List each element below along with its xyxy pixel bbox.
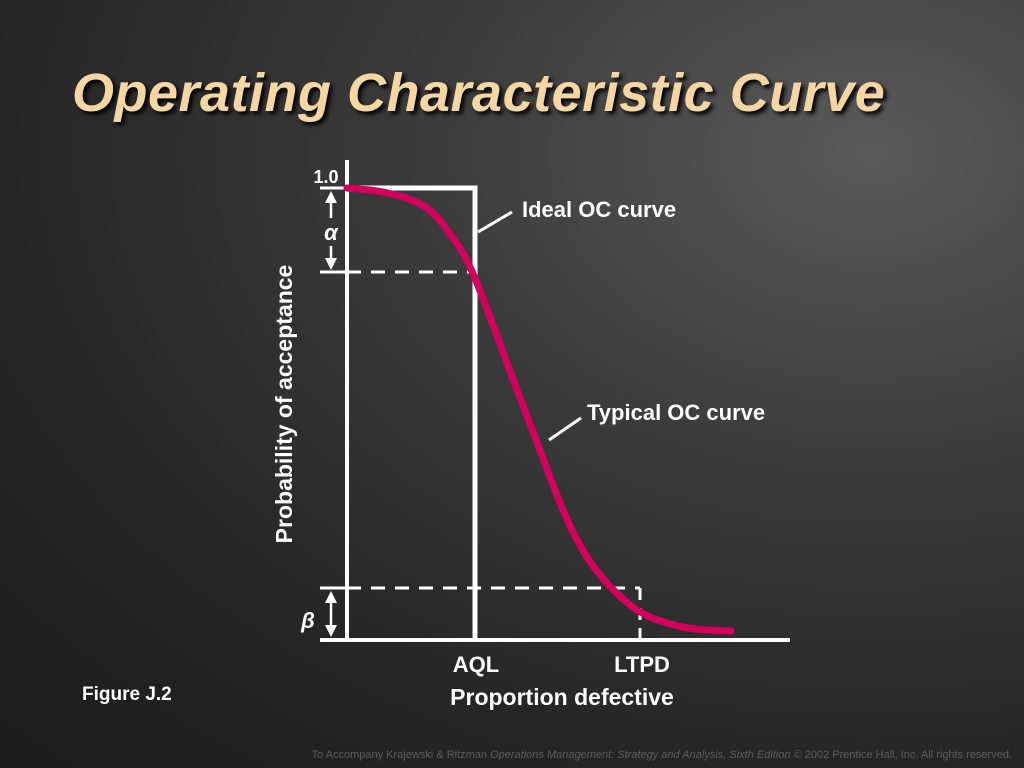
- typical-oc-curve-label: Typical OC curve: [587, 400, 765, 425]
- ideal-oc-curve-label: Ideal OC curve: [522, 197, 676, 222]
- x-axis-label: Proportion defective: [450, 684, 674, 710]
- slide-title: Operating Characteristic Curve: [72, 63, 886, 123]
- typical-oc-curve: [343, 184, 735, 635]
- typical-callout-leader: [548, 416, 582, 442]
- alpha-symbol: α: [324, 220, 339, 245]
- beta-symbol: β: [300, 608, 315, 633]
- ltpd-label: LTPD: [614, 652, 670, 677]
- aql-label: AQL: [453, 652, 499, 677]
- figure-label: Figure J.2: [82, 684, 172, 705]
- footer-suffix: © 2002 Prentice Hall, Inc. All rights re…: [790, 749, 1012, 761]
- beta-arrow: [325, 591, 337, 637]
- ideal-callout-leader: [477, 210, 513, 234]
- y-axis-label: Probability of acceptance: [271, 265, 297, 544]
- footer-prefix: To Accompany Krajewski & Ritzman: [311, 749, 491, 761]
- y-tick-label: 1.0: [313, 167, 338, 187]
- ideal-oc-curve: [347, 185, 478, 640]
- alpha-arrow: [325, 191, 337, 270]
- copyright-footer: To Accompany Krajewski & Ritzman Operati…: [312, 749, 1012, 761]
- footer-book-title: Operations Management: Strategy and Anal…: [490, 749, 791, 761]
